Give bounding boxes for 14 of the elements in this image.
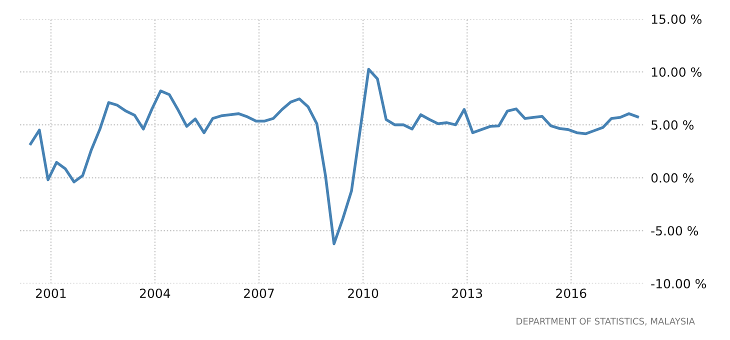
x-tick-label: 2010 <box>348 288 378 298</box>
x-tick-label: 2013 <box>452 288 482 298</box>
y-tick-label: -10.00 % <box>651 278 706 288</box>
x-tick-label: 2007 <box>244 288 274 298</box>
text: DEPARTMENT OF STATISTICS, MALAYSIA <box>516 318 695 326</box>
x-tick-label: 2004 <box>140 288 170 298</box>
y-tick-label: 15.00 % <box>652 14 702 24</box>
x-tick-label: 2016 <box>556 288 586 298</box>
y-tick-label: -5.00 % <box>651 226 698 236</box>
y-tick-label: 5.00 % <box>652 120 694 130</box>
x-tick-label: 2001 <box>36 288 66 298</box>
y-tick-label: 0.00 % <box>651 173 694 183</box>
line-series <box>29 68 639 246</box>
y-tick-label: 10.00 % <box>652 67 702 77</box>
